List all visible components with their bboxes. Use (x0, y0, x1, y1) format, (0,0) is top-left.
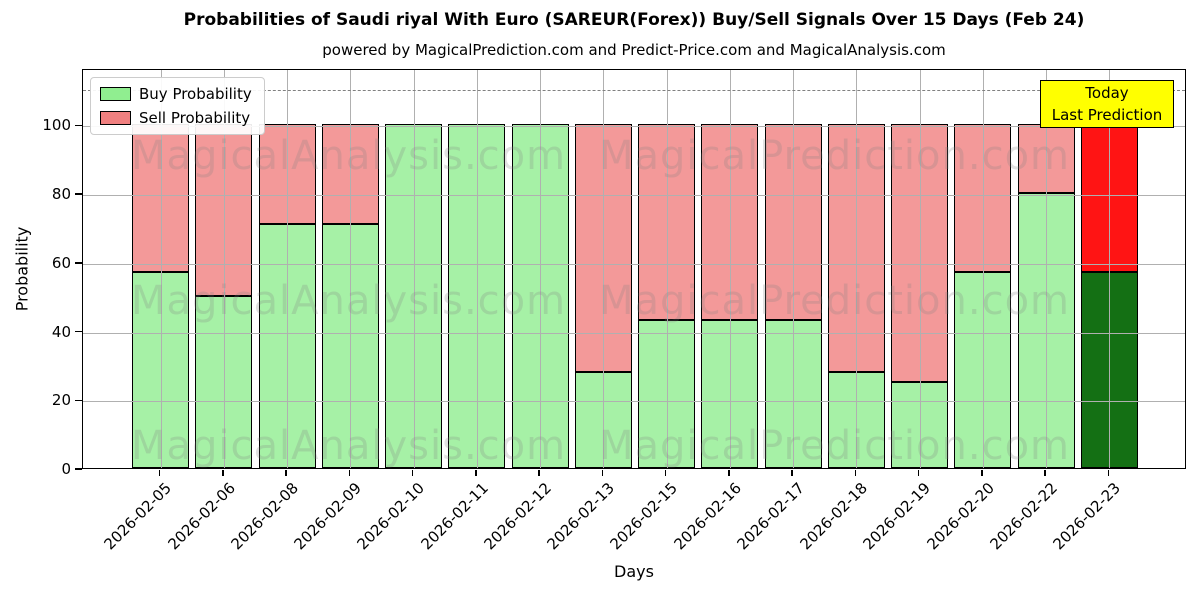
x-tick-2026-02-05 (158, 470, 161, 476)
gridline-v-2026-02-12 (540, 70, 542, 468)
x-tick-2026-02-11 (475, 470, 477, 476)
legend-item-sell: Sell Probability (100, 109, 252, 127)
gridline-v-2026-02-13 (603, 70, 605, 468)
x-tick-label-2026-02-12: 2026-02-12 (480, 479, 555, 554)
gridline-v-2026-02-17 (793, 70, 795, 468)
y-axis-label: Probability (12, 226, 32, 312)
y-tick-20 (75, 399, 82, 401)
gridline-h-100 (83, 126, 1185, 128)
gridline-v-2026-02-15 (666, 70, 668, 468)
x-axis-label: Days (614, 562, 654, 581)
x-tick-2026-02-08 (285, 470, 287, 476)
x-tick-label-2026-02-23: 2026-02-23 (1049, 479, 1125, 554)
x-tick-2026-02-20 (981, 470, 983, 476)
y-tick-100 (75, 124, 82, 127)
x-tick-label-2026-02-09: 2026-02-09 (290, 479, 366, 554)
x-tick-2026-02-10 (411, 470, 414, 476)
gridline-v-2026-02-11 (476, 70, 478, 468)
gridline-v-2026-02-23 (1109, 70, 1111, 468)
x-tick-2026-02-06 (222, 470, 224, 476)
gridline-h-60 (83, 263, 1185, 265)
x-tick-label-2026-02-10: 2026-02-10 (353, 479, 429, 554)
x-tick-label-2026-02-19: 2026-02-19 (859, 479, 935, 554)
today-annotation-line2: Last Prediction (1051, 106, 1163, 124)
x-tick-label-2026-02-17: 2026-02-17 (733, 479, 808, 554)
gridline-h-40 (83, 332, 1185, 334)
chart-subtitle: powered by MagicalPrediction.com and Pre… (322, 41, 946, 59)
x-tick-2026-02-19 (917, 470, 920, 476)
x-tick-label-2026-02-22: 2026-02-22 (986, 479, 1061, 554)
gridline-h-80 (83, 195, 1185, 197)
gridline-v-2026-02-06 (223, 70, 225, 468)
x-tick-label-2026-02-13: 2026-02-13 (543, 479, 619, 554)
gridline-v-2026-02-20 (982, 70, 984, 468)
legend-label-sell: Sell Probability (139, 109, 251, 127)
x-tick-2026-02-18 (854, 470, 857, 476)
y-tick-label-80: 80 (51, 185, 71, 204)
gridline-v-2026-02-08 (287, 70, 289, 468)
plot-area: MagicalAnalysis.com MagicalPrediction.com… (82, 69, 1186, 469)
gridline-v-2026-02-05 (160, 70, 162, 468)
y-tick-label-100: 100 (42, 116, 71, 135)
legend: Buy Probability Sell Probability (90, 77, 265, 135)
y-tick-60 (75, 262, 82, 264)
chart-title: Probabilities of Saudi riyal With Euro (… (183, 10, 1085, 30)
x-tick-label-2026-02-20: 2026-02-20 (923, 479, 998, 554)
x-tick-2026-02-16 (728, 470, 730, 476)
y-tick-40 (75, 330, 82, 333)
x-tick-2026-02-17 (791, 470, 793, 476)
x-tick-label-2026-02-08: 2026-02-08 (227, 479, 302, 554)
gridline-h-20 (83, 401, 1185, 403)
y-tick-label-0: 0 (61, 460, 71, 478)
x-tick-2026-02-13 (601, 470, 604, 476)
legend-label-buy: Buy Probability (139, 85, 252, 103)
x-tick-2026-02-12 (538, 470, 540, 476)
x-tick-label-2026-02-16: 2026-02-16 (670, 479, 745, 554)
x-tick-2026-02-22 (1044, 470, 1046, 476)
gridline-v-2026-02-16 (729, 70, 731, 468)
sell-color-swatch (100, 111, 131, 125)
x-tick-label-2026-02-11: 2026-02-11 (417, 479, 492, 554)
x-tick-label-2026-02-18: 2026-02-18 (796, 479, 872, 554)
gridline-v-2026-02-09 (350, 70, 352, 468)
x-tick-2026-02-23 (1107, 470, 1110, 476)
upper-dashed-line (83, 90, 1185, 92)
today-annotation-line1: Today (1085, 84, 1129, 102)
y-tick-label-60: 60 (51, 253, 71, 272)
y-tick-label-20: 20 (51, 391, 71, 410)
y-tick-80 (75, 193, 82, 195)
gridline-v-2026-02-10 (413, 70, 415, 468)
gridline-v-2026-02-18 (856, 70, 858, 468)
x-tick-2026-02-09 (348, 470, 351, 476)
x-tick-label-2026-02-15: 2026-02-15 (606, 479, 682, 554)
x-tick-2026-02-15 (664, 470, 667, 476)
today-annotation: Today Last Prediction (1040, 80, 1174, 128)
x-tick-label-2026-02-05: 2026-02-05 (100, 479, 176, 554)
gridline-v-2026-02-19 (919, 70, 921, 468)
y-tick-0 (75, 468, 82, 470)
buy-color-swatch (100, 87, 131, 101)
legend-item-buy: Buy Probability (100, 85, 252, 103)
y-tick-label-40: 40 (51, 322, 71, 341)
gridline-v-2026-02-22 (1046, 70, 1048, 468)
x-tick-label-2026-02-06: 2026-02-06 (164, 479, 239, 554)
